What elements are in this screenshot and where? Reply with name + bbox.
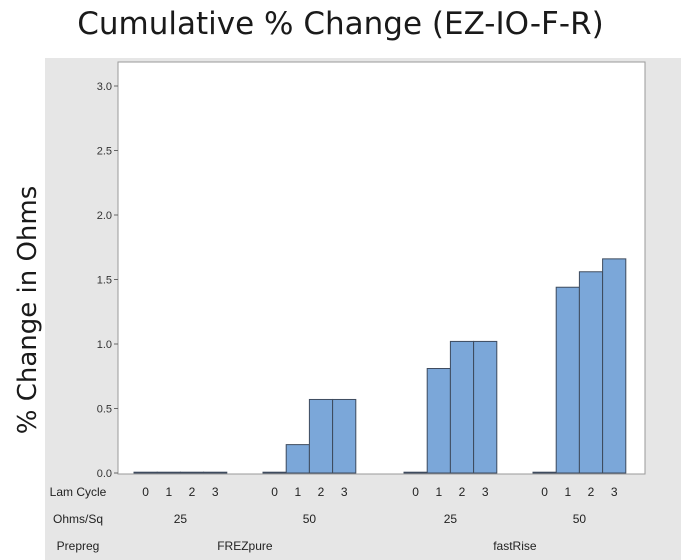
x-tick-label-ohms-sq: 25 xyxy=(444,512,458,526)
x-tick-label-prepreg: fastRise xyxy=(493,539,537,553)
bar xyxy=(308,398,334,474)
bar xyxy=(203,471,228,474)
row-label-prepreg: Prepreg xyxy=(57,539,100,553)
x-tick-label-lam-cycle: 3 xyxy=(341,485,348,499)
bar xyxy=(133,471,158,474)
bar xyxy=(532,471,557,474)
x-tick-label-lam-cycle: 1 xyxy=(564,485,571,499)
bar xyxy=(285,444,310,474)
x-tick-label-lam-cycle: 1 xyxy=(165,485,172,499)
y-tick-label: 2.0 xyxy=(97,210,112,222)
x-tick-label-ohms-sq: 25 xyxy=(174,512,188,526)
y-tick-label: 1.0 xyxy=(97,339,112,351)
x-tick-label-lam-cycle: 3 xyxy=(482,485,489,499)
x-tick-label-lam-cycle: 1 xyxy=(435,485,442,499)
y-tick-label: 1.5 xyxy=(97,275,112,287)
x-tick-label-lam-cycle: 0 xyxy=(271,485,278,499)
x-tick-label-lam-cycle: 2 xyxy=(459,485,466,499)
row-label-ohms-sq: Ohms/Sq xyxy=(53,512,103,526)
x-tick-label-lam-cycle: 3 xyxy=(212,485,219,499)
x-tick-label-lam-cycle: 1 xyxy=(294,485,301,499)
bar xyxy=(555,286,580,474)
y-tick-label: 0.5 xyxy=(97,404,112,416)
y-tick-label: 0.0 xyxy=(97,468,112,480)
x-tick-label-lam-cycle: 0 xyxy=(142,485,149,499)
x-tick-label-lam-cycle: 0 xyxy=(412,485,419,499)
row-label-lam-cycle: Lam Cycle xyxy=(50,485,107,499)
x-tick-label-lam-cycle: 2 xyxy=(189,485,196,499)
bars-layer xyxy=(133,258,627,474)
bar xyxy=(332,398,357,474)
x-tick-label-ohms-sq: 50 xyxy=(303,512,317,526)
x-tick-label-lam-cycle: 3 xyxy=(611,485,618,499)
bar xyxy=(578,271,604,474)
bar xyxy=(179,471,205,474)
chart-title: Cumulative % Change (EZ-IO-F-R) xyxy=(77,6,604,42)
x-tick-label-ohms-sq: 50 xyxy=(573,512,587,526)
bar xyxy=(403,471,428,474)
y-axis: 0.0 0.5 1.0 1.5 2.0 2.5 3.0 xyxy=(97,81,118,480)
y-axis-label: % Change in Ohms xyxy=(13,186,43,435)
x-tick-label-prepreg: FREZpure xyxy=(217,539,273,553)
x-tick-label-lam-cycle: 0 xyxy=(541,485,548,499)
bar xyxy=(262,471,287,474)
bar xyxy=(449,340,475,474)
bar xyxy=(156,471,181,474)
x-tick-label-lam-cycle: 2 xyxy=(318,485,325,499)
bar xyxy=(426,368,451,474)
x-tick-label-lam-cycle: 2 xyxy=(588,485,595,499)
bar xyxy=(473,340,498,474)
y-tick-label: 3.0 xyxy=(97,81,112,93)
bar xyxy=(602,258,627,474)
y-tick-label: 2.5 xyxy=(97,146,112,158)
